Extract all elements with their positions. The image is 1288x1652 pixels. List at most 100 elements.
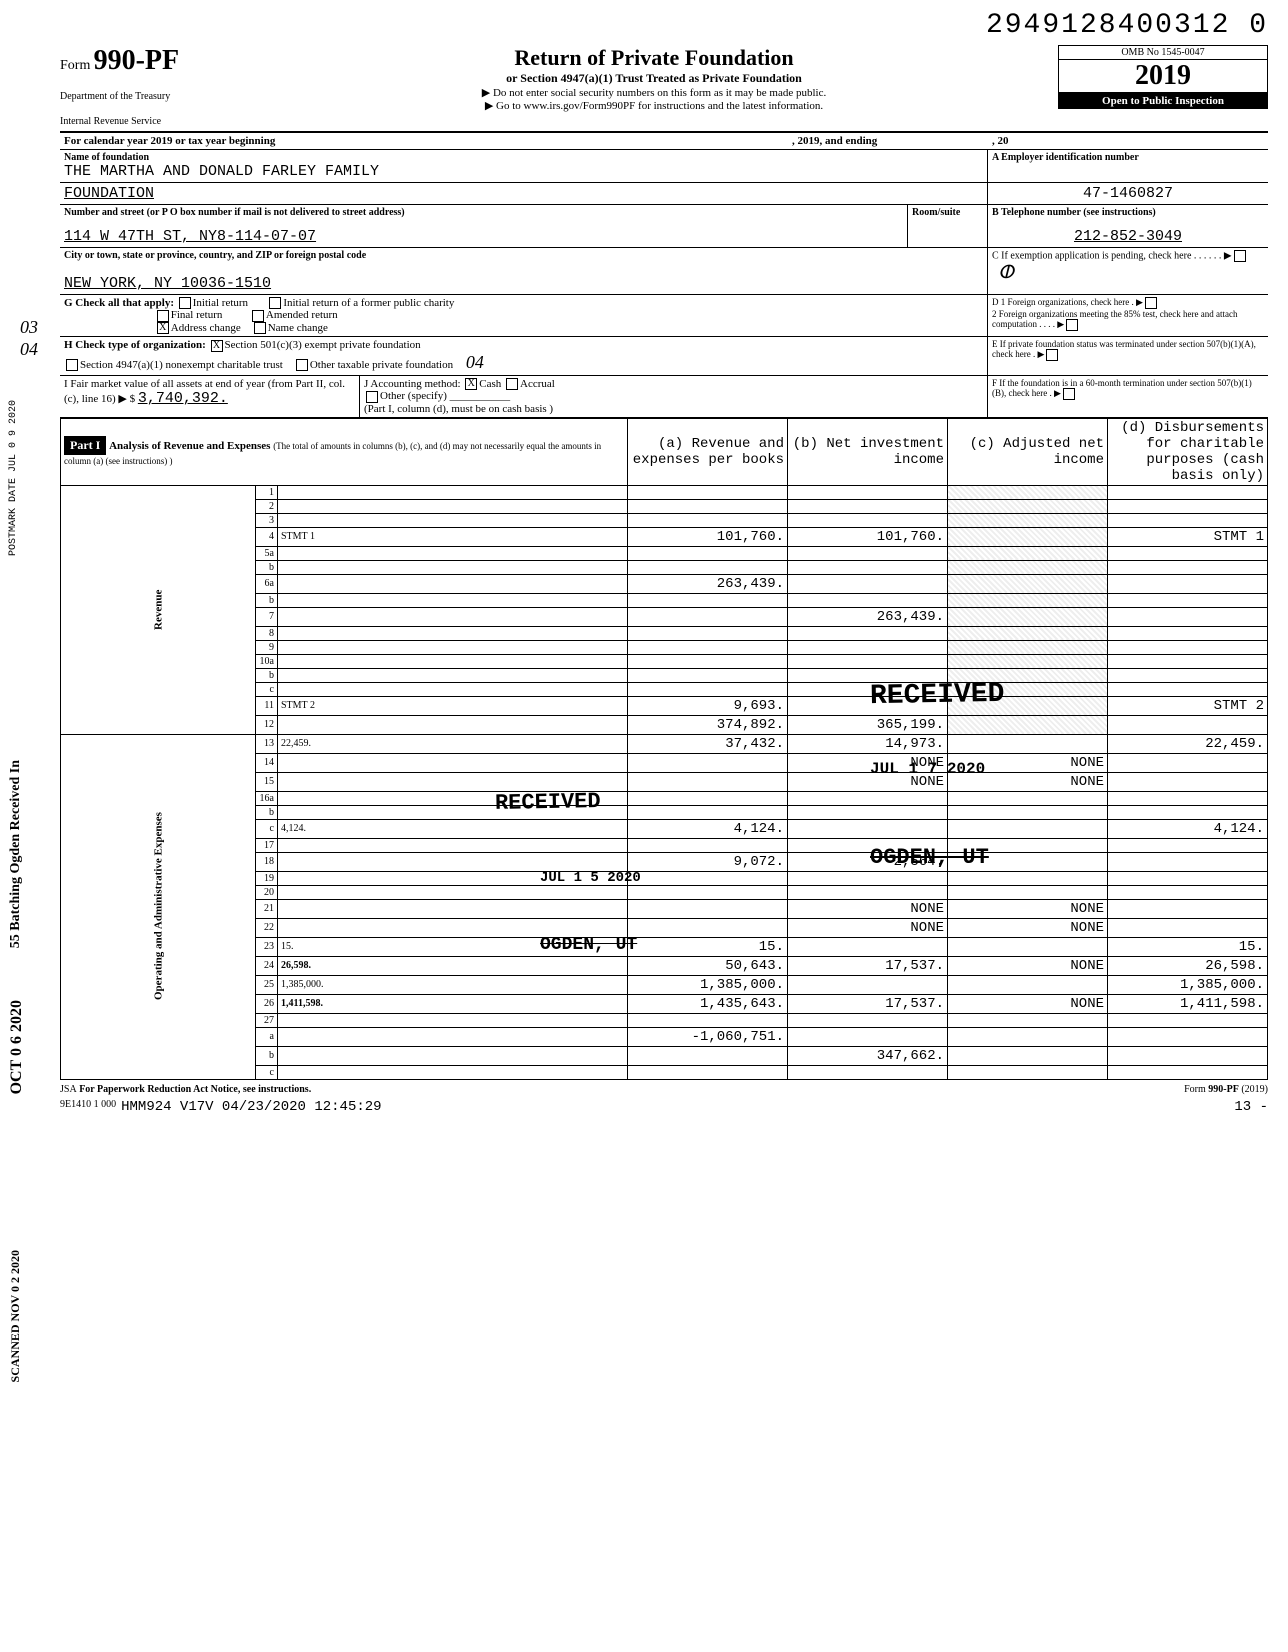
g-final-check[interactable] [157,310,169,322]
row-val-d: 22,459. [1108,734,1268,753]
row-val-c: NONE [948,753,1108,772]
row-number: 14 [256,753,278,772]
row-val-b [788,937,948,956]
row-val-b [788,513,948,527]
h-trust-check[interactable] [66,359,78,371]
row-val-d [1108,626,1268,640]
row-val-d [1108,499,1268,513]
d1-label: D 1 Foreign organizations, check here [992,297,1129,307]
row-number: 12 [256,715,278,734]
row-desc: 1,385,000. [278,975,628,994]
c-checkbox[interactable] [1234,250,1246,262]
row-val-b [788,791,948,805]
row-number: c [256,682,278,696]
j-cash-check[interactable]: X [465,378,477,390]
row-number: 4 [256,527,278,546]
f-label: F If the foundation is in a 60-month ter… [992,378,1252,398]
row-val-c [948,560,1108,574]
row-val-d [1108,654,1268,668]
row-desc [278,499,628,513]
row-val-c: NONE [948,772,1108,791]
row-desc [278,772,628,791]
g-addr-check[interactable]: X [157,322,169,334]
c-label: C If exemption application is pending, c… [992,250,1191,261]
row-val-a [628,1046,788,1065]
j-accrual-check[interactable] [506,378,518,390]
h-c3: Section 501(c)(3) exempt private foundat… [225,339,421,351]
row-number: b [256,560,278,574]
j-cash: Cash [479,378,501,390]
row-val-d: 1,385,000. [1108,975,1268,994]
row-val-c: NONE [948,994,1108,1013]
e-check[interactable] [1046,349,1058,361]
row-val-d [1108,1027,1268,1046]
row-val-c [948,975,1108,994]
row-val-c [948,499,1108,513]
row-number: 15 [256,772,278,791]
row-val-a [628,513,788,527]
row-number: 1 [256,485,278,499]
form-number: 990-PF [94,45,180,76]
row-desc: 26,598. [278,956,628,975]
h-other-check[interactable] [296,359,308,371]
row-number: 23 [256,937,278,956]
row-desc [278,626,628,640]
row-desc [278,1046,628,1065]
row-val-d [1108,546,1268,560]
f-check[interactable] [1063,388,1075,400]
side-postmark: POSTMARK DATE JUL 0 9 2020 [8,400,19,556]
d2-check[interactable] [1066,319,1078,331]
row-val-c [948,654,1108,668]
cal-end: , 20 [992,135,1009,147]
g-initial-former-check[interactable] [269,297,281,309]
h-c3-check[interactable]: X [211,340,223,352]
row-val-d: STMT 1 [1108,527,1268,546]
row-val-c [948,885,1108,899]
row-val-c [948,696,1108,715]
row-val-a [628,753,788,772]
row-val-d [1108,1046,1268,1065]
row-val-a: 9,693. [628,696,788,715]
row-val-a [628,918,788,937]
row-val-b [788,696,948,715]
row-val-b [788,654,948,668]
j-other-check[interactable] [366,391,378,403]
row-desc: 4,124. [278,819,628,838]
form-prefix: Form [60,58,90,73]
row-val-b: NONE [788,899,948,918]
row-val-c [948,527,1108,546]
tel-label: B Telephone number (see instructions) [992,207,1264,218]
j-other: Other (specify) [380,390,447,402]
row-desc [278,715,628,734]
ein-label: A Employer identification number [992,152,1264,163]
row-number: 26 [256,994,278,1013]
row-number: 7 [256,607,278,626]
row-val-c [948,513,1108,527]
row-val-d [1108,593,1268,607]
row-val-c [948,626,1108,640]
row-val-a: 263,439. [628,574,788,593]
row-number: b [256,593,278,607]
row-val-b [788,1027,948,1046]
row-val-d [1108,772,1268,791]
row-number: 5a [256,546,278,560]
g-initial-check[interactable] [179,297,191,309]
row-number: 19 [256,871,278,885]
row-desc [278,640,628,654]
row-val-d [1108,607,1268,626]
row-val-a [628,546,788,560]
g-amended-check[interactable] [252,310,264,322]
hand-03: 03 [20,317,38,338]
row-val-b [788,668,948,682]
row-val-b [788,1013,948,1027]
part1-title: Analysis of Revenue and Expenses [109,440,270,452]
address: 114 W 47TH ST, NY8-114-07-07 [64,228,903,245]
g-name-check[interactable] [254,322,266,334]
row-val-d: 1,411,598. [1108,994,1268,1013]
row-val-a: -1,060,751. [628,1027,788,1046]
d1-check[interactable] [1145,297,1157,309]
row-val-b [788,805,948,819]
row-desc [278,753,628,772]
row-val-c [948,682,1108,696]
row-val-b: NONE [788,772,948,791]
